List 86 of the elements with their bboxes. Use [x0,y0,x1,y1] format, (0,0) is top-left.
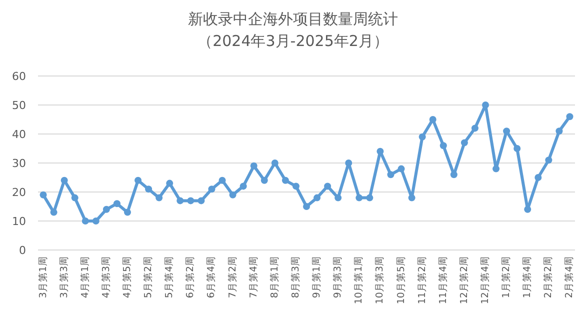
point [556,128,563,135]
y-tick-label: 10 [12,215,26,228]
point [102,206,110,213]
point [292,182,300,190]
point [376,148,384,155]
x-tick-label: 5月第4周 [163,256,176,298]
x-tick-label: 7月第2周 [226,256,238,298]
x-tick-label: 4月第3周 [100,256,112,298]
point [492,165,500,172]
x-tick-label: 9月第1周 [310,256,323,298]
point [60,176,68,184]
x-tick-label: 4月第1周 [78,256,91,298]
y-tick-label: 30 [12,157,26,170]
point [324,182,332,190]
x-tick-label: 12月第4周 [479,256,491,304]
point [408,194,416,202]
x-tick-label: 3月第1周 [36,256,49,298]
y-tick-label: 0 [19,244,26,257]
point [229,191,236,198]
x-tick-label: 2月第4周 [563,256,576,298]
point [387,171,394,178]
x-tick-label: 3月第3周 [58,256,70,298]
x-tick-label: 12月第2周 [458,256,470,304]
x-tick-label: 8月第3周 [289,256,302,298]
x-tick-label: 1月第2周 [500,256,512,298]
point [450,171,458,178]
point [356,194,363,202]
point [282,176,289,184]
point [218,176,226,184]
point [398,165,405,172]
point [429,116,436,123]
point [92,218,100,224]
point [198,197,205,204]
point [156,194,163,202]
x-tick-label: 10月第5周 [394,256,407,304]
x-tick-label: 9月第3周 [332,256,344,298]
point [566,113,574,120]
y-tick-label: 40 [12,128,26,141]
point [208,186,216,193]
point [345,160,352,166]
point [240,182,247,190]
point [71,194,78,202]
point [482,102,489,108]
x-tick-label: 1月第4周 [521,256,534,298]
point [145,186,152,193]
point [524,206,532,213]
x-tick-label: 6月第4周 [205,256,218,298]
point [514,145,521,152]
point [250,162,258,170]
y-tick-label: 20 [12,186,26,199]
point [303,203,310,210]
point [124,208,131,216]
point [503,128,510,135]
y-tick-label: 50 [12,99,26,112]
point [187,197,194,204]
point [134,176,142,184]
point [271,160,278,166]
x-tick-label: 5月第2周 [142,256,154,298]
point [471,124,478,132]
chart-title: 新收录中企海外项目数量周统计 [188,10,398,28]
point [50,208,58,216]
point [440,142,447,150]
point [366,194,374,202]
x-tick-label: 10月第3周 [374,256,386,304]
x-tick-label: 4月第5周 [121,256,133,298]
point [418,133,426,140]
point [176,197,184,204]
x-tick-label: 11月第4周 [436,256,449,304]
point [113,200,120,208]
point [40,191,47,198]
point [460,139,468,146]
point [545,156,552,164]
x-tick-label: 7月第4周 [247,256,260,298]
x-tick-label: 11月第2周 [416,256,428,304]
x-tick-label: 10月第1周 [352,256,365,304]
x-tick-label: 6月第2周 [184,256,196,298]
point [82,218,89,224]
point [534,174,542,181]
point [260,176,268,184]
y-tick-label: 60 [12,70,26,83]
point [334,194,342,202]
point [166,180,174,187]
chart-subtitle: （2024年3月-2025年2月） [198,32,388,50]
x-tick-label: 2月第2周 [542,256,554,298]
x-tick-label: 8月第1周 [268,256,280,298]
point [314,194,321,202]
